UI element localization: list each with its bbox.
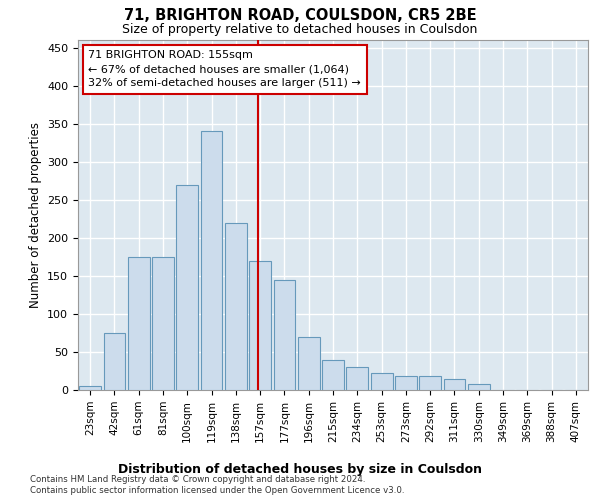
Bar — [128, 257, 149, 390]
Text: Contains HM Land Registry data © Crown copyright and database right 2024.: Contains HM Land Registry data © Crown c… — [30, 475, 365, 484]
Bar — [104, 333, 125, 390]
Bar — [225, 222, 247, 390]
Bar — [419, 376, 441, 390]
Bar — [346, 367, 368, 390]
Bar — [395, 376, 417, 390]
Bar — [322, 360, 344, 390]
Bar — [274, 280, 295, 390]
Text: Distribution of detached houses by size in Coulsdon: Distribution of detached houses by size … — [118, 462, 482, 475]
Text: Contains public sector information licensed under the Open Government Licence v3: Contains public sector information licen… — [30, 486, 404, 495]
Bar — [249, 260, 271, 390]
Bar — [298, 336, 320, 390]
Y-axis label: Number of detached properties: Number of detached properties — [29, 122, 41, 308]
Text: 71 BRIGHTON ROAD: 155sqm
← 67% of detached houses are smaller (1,064)
32% of sem: 71 BRIGHTON ROAD: 155sqm ← 67% of detach… — [88, 50, 361, 88]
Bar — [371, 374, 392, 390]
Bar — [152, 257, 174, 390]
Bar — [176, 184, 198, 390]
Bar — [200, 132, 223, 390]
Bar — [468, 384, 490, 390]
Text: Size of property relative to detached houses in Coulsdon: Size of property relative to detached ho… — [122, 22, 478, 36]
Bar — [443, 378, 466, 390]
Bar — [79, 386, 101, 390]
Text: 71, BRIGHTON ROAD, COULSDON, CR5 2BE: 71, BRIGHTON ROAD, COULSDON, CR5 2BE — [124, 8, 476, 22]
